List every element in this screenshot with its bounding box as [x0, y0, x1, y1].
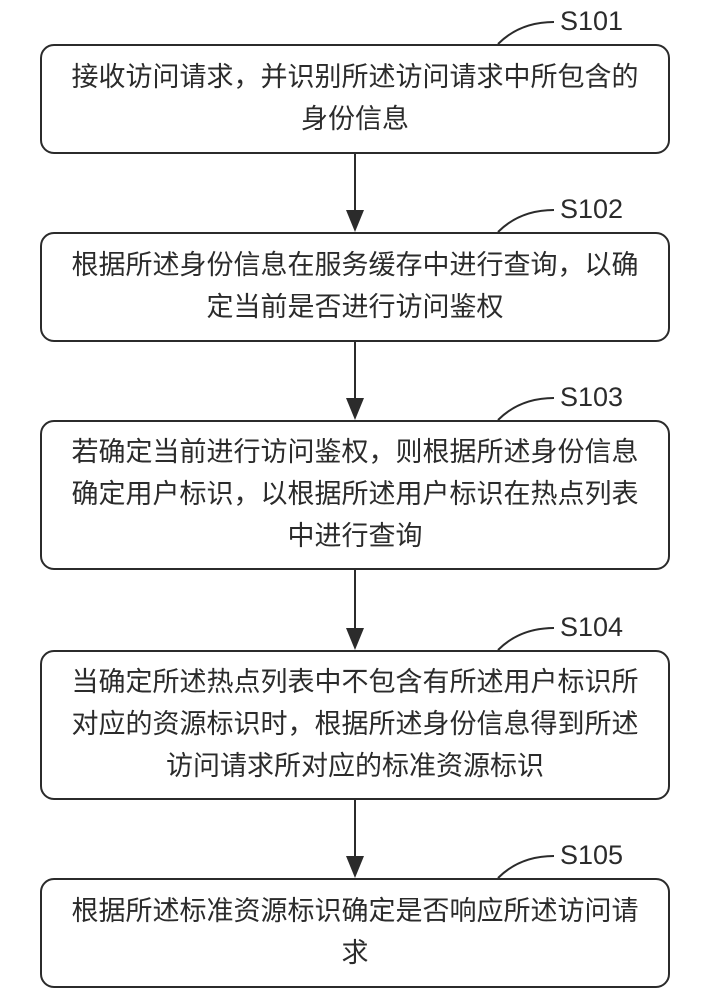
step-label-s104: S104 — [560, 612, 623, 643]
arrow-s103-s104 — [342, 570, 368, 650]
step-label-s105: S105 — [560, 840, 623, 871]
flow-node-s103: 若确定当前进行访问鉴权，则根据所述身份信息确定用户标识，以根据所述用户标识在热点… — [40, 420, 670, 570]
flow-node-text: 根据所述身份信息在服务缓存中进行查询，以确定当前是否进行访问鉴权 — [70, 245, 640, 329]
flow-node-s104: 当确定所述热点列表中不包含有所述用户标识所对应的资源标识时，根据所述身份信息得到… — [40, 650, 670, 800]
step-label-s102: S102 — [560, 194, 623, 225]
arrow-s102-s103 — [342, 342, 368, 420]
flowchart-canvas: 接收访问请求，并识别所述访问请求中所包含的身份信息根据所述身份信息在服务缓存中进… — [0, 0, 718, 1000]
flow-node-text: 接收访问请求，并识别所述访问请求中所包含的身份信息 — [70, 57, 640, 141]
flow-node-text: 当确定所述热点列表中不包含有所述用户标识所对应的资源标识时，根据所述身份信息得到… — [70, 662, 640, 788]
flow-node-s102: 根据所述身份信息在服务缓存中进行查询，以确定当前是否进行访问鉴权 — [40, 232, 670, 342]
flow-node-s101: 接收访问请求，并识别所述访问请求中所包含的身份信息 — [40, 44, 670, 154]
arrow-s104-s105 — [342, 800, 368, 878]
flow-node-text: 若确定当前进行访问鉴权，则根据所述身份信息确定用户标识，以根据所述用户标识在热点… — [70, 432, 640, 558]
arrow-s101-s102 — [342, 154, 368, 232]
step-label-s101: S101 — [560, 6, 623, 37]
flow-node-text: 根据所述标准资源标识确定是否响应所述访问请求 — [70, 891, 640, 975]
step-label-s103: S103 — [560, 382, 623, 413]
flow-node-s105: 根据所述标准资源标识确定是否响应所述访问请求 — [40, 878, 670, 988]
